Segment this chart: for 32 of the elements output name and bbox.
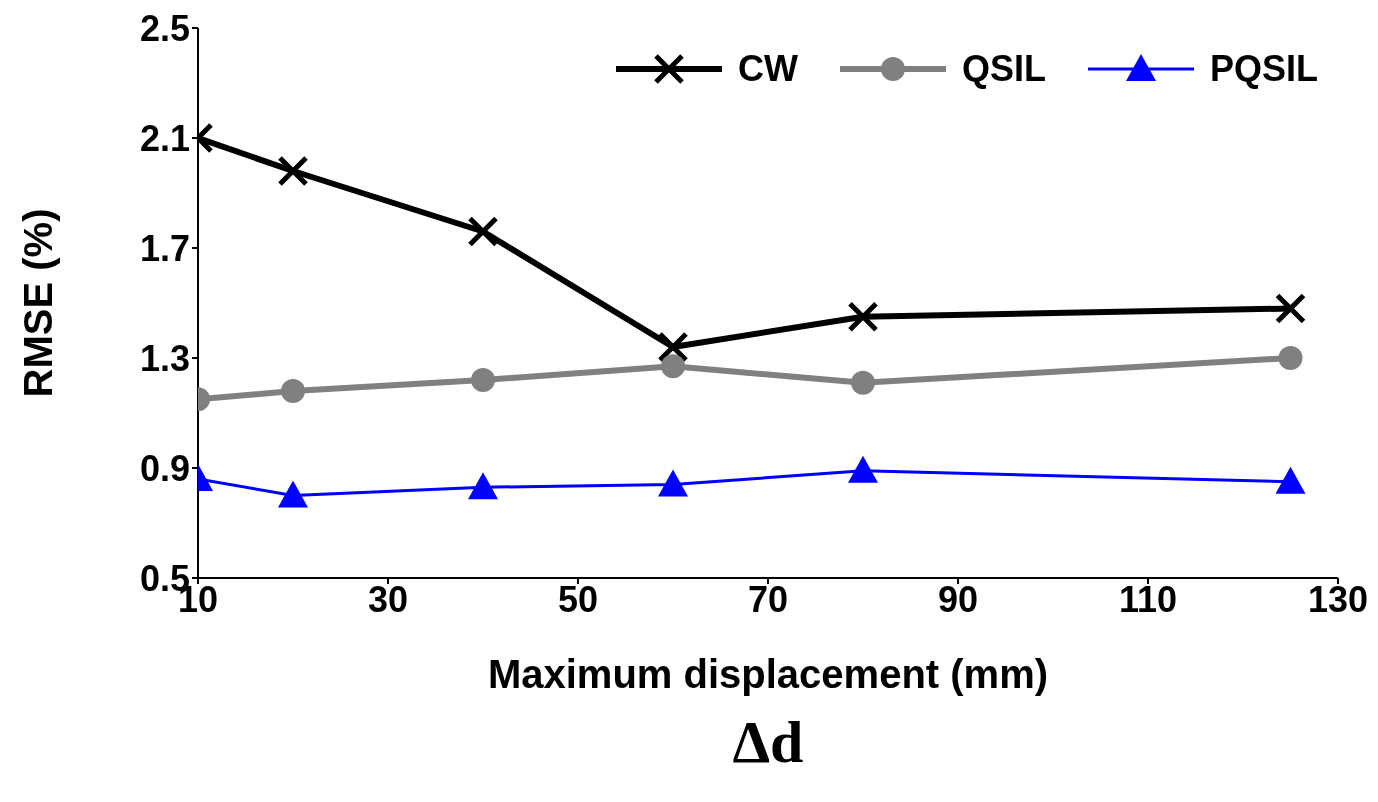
point <box>851 370 875 395</box>
point <box>277 155 309 187</box>
legend-label: CW <box>737 48 798 90</box>
x-tick-label: 30 <box>367 578 409 620</box>
point <box>1275 466 1306 494</box>
legend-label: QSIL <box>961 48 1046 90</box>
y-axis-title: RMSE (%) <box>16 208 61 398</box>
x-tick-label: 70 <box>747 578 789 620</box>
x-tick-label: 110 <box>1118 578 1178 620</box>
point <box>468 472 498 500</box>
y-tick-label: 2.1 <box>139 117 190 159</box>
point <box>658 469 688 497</box>
point <box>1278 346 1303 370</box>
point <box>471 368 495 392</box>
y-tick-label: 1.3 <box>139 337 190 379</box>
point <box>1275 293 1306 324</box>
point <box>278 480 308 508</box>
y-tick-label: 1.7 <box>139 227 190 269</box>
legend-label: PQSIL <box>1209 48 1318 90</box>
text: Δd <box>731 708 805 777</box>
x-tick-label: 50 <box>557 578 599 620</box>
x-axis-title: Maximum displacement (mm) <box>487 652 1049 696</box>
point <box>657 331 689 363</box>
y-tick-label: 0.9 <box>139 447 190 489</box>
point <box>281 379 305 403</box>
point <box>848 455 878 483</box>
point <box>661 354 685 379</box>
point <box>467 216 499 247</box>
x-tick-label: 130 <box>1307 578 1369 620</box>
y-tick-label: 2.5 <box>139 7 190 49</box>
x-tick-label: 90 <box>937 578 979 620</box>
point <box>847 301 879 333</box>
